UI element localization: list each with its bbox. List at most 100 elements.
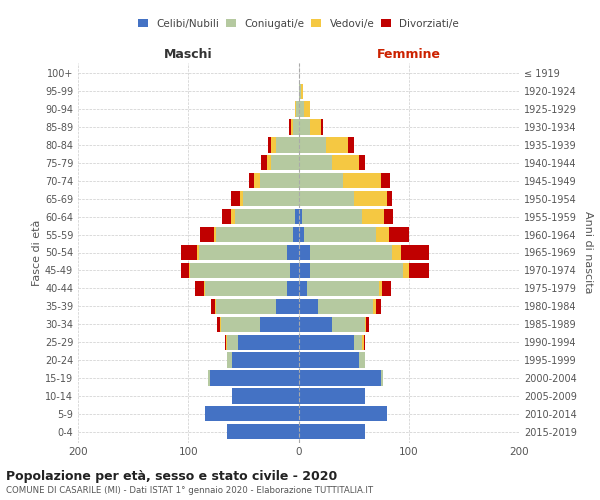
- Bar: [254, 173, 260, 188]
- Bar: [277, 138, 299, 152]
- Text: COMUNE DI CASARILE (MI) - Dati ISTAT 1° gennaio 2020 - Elaborazione TUTTITALIA.I: COMUNE DI CASARILE (MI) - Dati ISTAT 1° …: [6, 486, 373, 495]
- Bar: [299, 102, 304, 116]
- Bar: [392, 245, 401, 260]
- Bar: [220, 316, 221, 332]
- Text: Maschi: Maschi: [164, 48, 212, 60]
- Bar: [376, 298, 381, 314]
- Bar: [353, 334, 362, 349]
- Bar: [299, 388, 365, 404]
- Bar: [299, 280, 307, 296]
- Bar: [299, 173, 343, 188]
- Bar: [238, 334, 299, 349]
- Bar: [299, 120, 310, 134]
- Bar: [381, 370, 383, 386]
- Bar: [208, 370, 211, 386]
- Bar: [296, 102, 299, 116]
- Bar: [224, 334, 226, 349]
- Bar: [235, 209, 295, 224]
- Bar: [299, 316, 332, 332]
- Bar: [304, 102, 310, 116]
- Bar: [310, 120, 320, 134]
- Bar: [382, 280, 391, 296]
- Bar: [381, 173, 390, 188]
- Bar: [266, 156, 271, 170]
- Bar: [299, 263, 310, 278]
- Bar: [203, 280, 205, 296]
- Bar: [214, 227, 216, 242]
- Bar: [299, 352, 359, 368]
- Bar: [199, 245, 287, 260]
- Bar: [181, 245, 197, 260]
- Bar: [359, 156, 365, 170]
- Bar: [373, 298, 376, 314]
- Bar: [289, 120, 291, 134]
- Bar: [195, 280, 203, 296]
- Bar: [366, 316, 369, 332]
- Bar: [260, 316, 299, 332]
- Bar: [197, 245, 199, 260]
- Bar: [387, 191, 392, 206]
- Bar: [226, 334, 227, 349]
- Bar: [268, 138, 271, 152]
- Bar: [379, 280, 382, 296]
- Bar: [205, 280, 287, 296]
- Bar: [227, 334, 238, 349]
- Bar: [299, 298, 319, 314]
- Y-axis label: Fasce di età: Fasce di età: [32, 220, 42, 286]
- Bar: [181, 263, 190, 278]
- Bar: [221, 316, 260, 332]
- Bar: [215, 298, 216, 314]
- Bar: [304, 227, 376, 242]
- Bar: [249, 173, 254, 188]
- Bar: [362, 334, 364, 349]
- Bar: [307, 280, 379, 296]
- Text: Popolazione per età, sesso e stato civile - 2020: Popolazione per età, sesso e stato civil…: [6, 470, 337, 483]
- Bar: [290, 263, 299, 278]
- Bar: [240, 191, 244, 206]
- Bar: [295, 209, 299, 224]
- Bar: [299, 245, 310, 260]
- Bar: [310, 245, 392, 260]
- Bar: [365, 316, 366, 332]
- Bar: [362, 209, 385, 224]
- Bar: [299, 334, 353, 349]
- Bar: [217, 316, 220, 332]
- Bar: [231, 191, 240, 206]
- Bar: [223, 209, 231, 224]
- Bar: [320, 120, 323, 134]
- Bar: [299, 156, 332, 170]
- Bar: [299, 424, 365, 440]
- Text: Femmine: Femmine: [377, 48, 441, 60]
- Bar: [216, 298, 277, 314]
- Bar: [205, 406, 299, 421]
- Bar: [293, 120, 299, 134]
- Bar: [343, 173, 381, 188]
- Bar: [299, 84, 301, 99]
- Bar: [348, 138, 353, 152]
- Bar: [295, 102, 296, 116]
- Bar: [310, 263, 403, 278]
- Bar: [232, 388, 299, 404]
- Bar: [332, 316, 365, 332]
- Bar: [299, 191, 353, 206]
- Bar: [385, 209, 394, 224]
- Bar: [271, 138, 277, 152]
- Bar: [409, 263, 428, 278]
- Bar: [287, 245, 299, 260]
- Bar: [299, 138, 326, 152]
- Legend: Celibi/Nubili, Coniugati/e, Vedovi/e, Divorziati/e: Celibi/Nubili, Coniugati/e, Vedovi/e, Di…: [134, 14, 463, 33]
- Bar: [299, 406, 387, 421]
- Bar: [326, 138, 348, 152]
- Bar: [301, 84, 303, 99]
- Bar: [403, 263, 409, 278]
- Bar: [211, 298, 215, 314]
- Y-axis label: Anni di nascita: Anni di nascita: [583, 211, 593, 294]
- Bar: [216, 227, 293, 242]
- Bar: [244, 191, 299, 206]
- Bar: [190, 263, 290, 278]
- Bar: [299, 209, 302, 224]
- Bar: [332, 156, 359, 170]
- Bar: [231, 209, 235, 224]
- Bar: [232, 352, 299, 368]
- Bar: [200, 227, 214, 242]
